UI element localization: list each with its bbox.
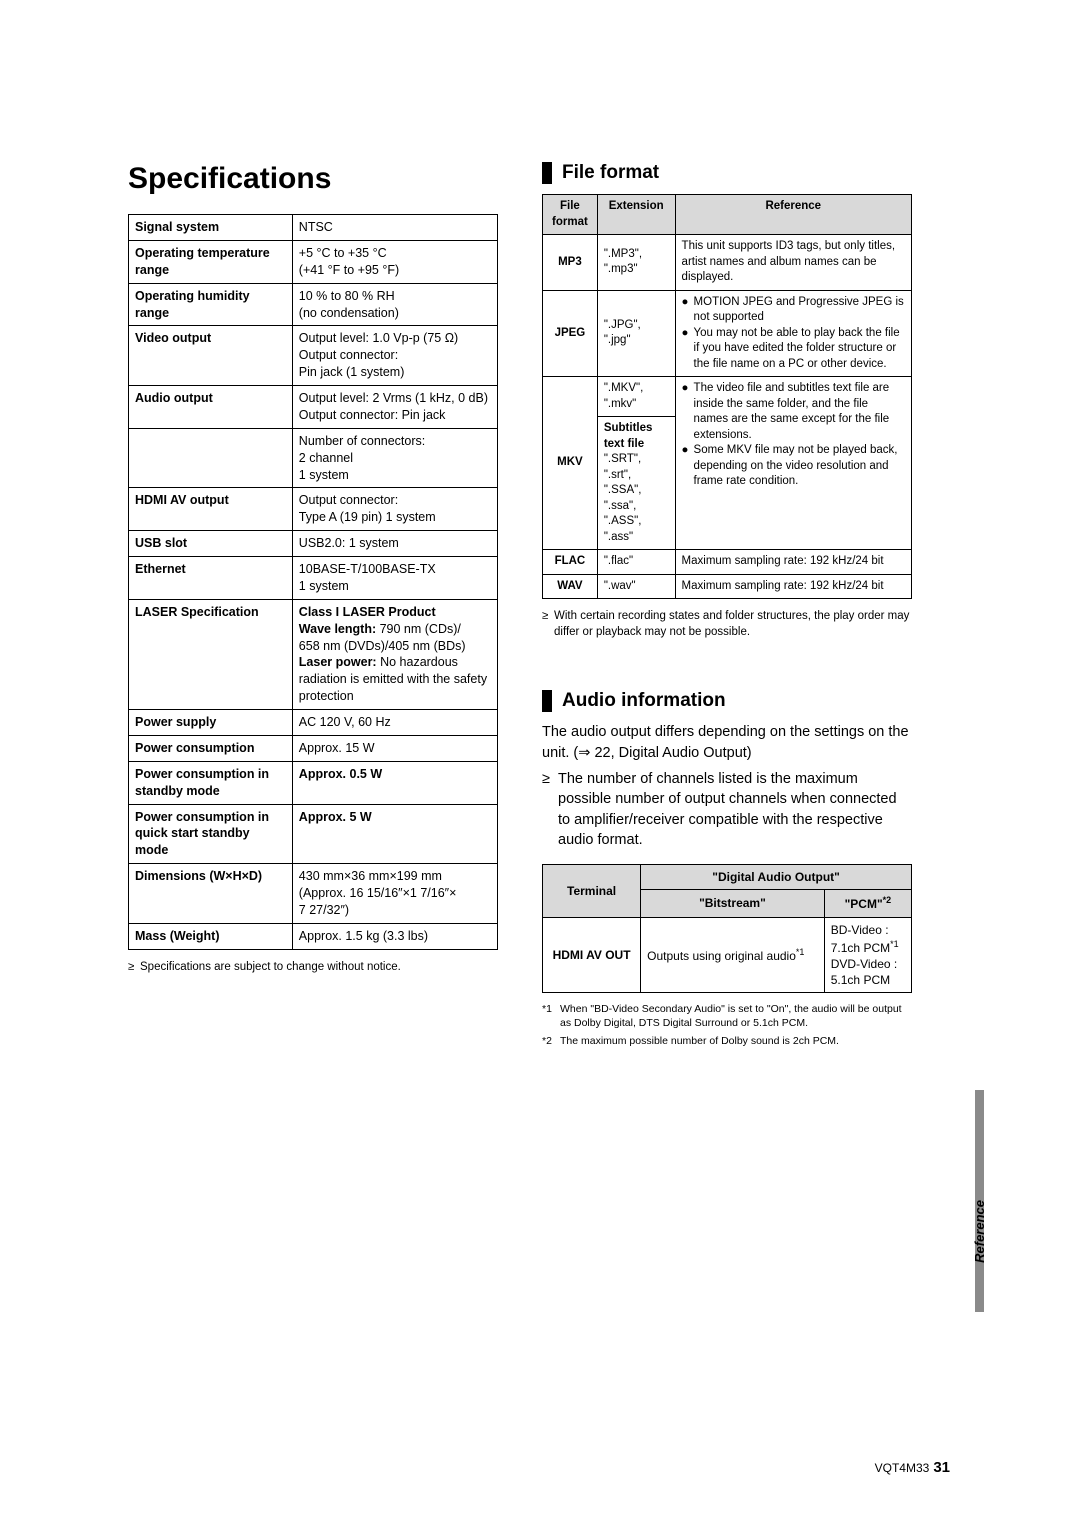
- page-footer: VQT4M3331: [875, 1459, 950, 1476]
- file-format-heading: File format: [542, 162, 912, 184]
- audio-intro: The audio output differs depending on th…: [542, 722, 912, 763]
- audio-output-table: Terminal "Digital Audio Output" "Bitstre…: [542, 864, 912, 993]
- specifications-table: Signal systemNTSCOperating temperature r…: [128, 214, 498, 950]
- side-label: Reference: [972, 1200, 987, 1263]
- file-format-table: File format Extension Reference MP3".MP3…: [542, 194, 912, 599]
- audio-info-heading: Audio information: [542, 690, 912, 712]
- audio-footnotes: *1When "BD-Video Secondary Audio" is set…: [542, 1003, 912, 1048]
- page-title: Specifications: [128, 162, 498, 196]
- file-format-note: ≥With certain recording states and folde…: [542, 609, 912, 640]
- spec-note: ≥Specifications are subject to change wi…: [128, 960, 498, 976]
- audio-bullet: ≥The number of channels listed is the ma…: [542, 769, 912, 850]
